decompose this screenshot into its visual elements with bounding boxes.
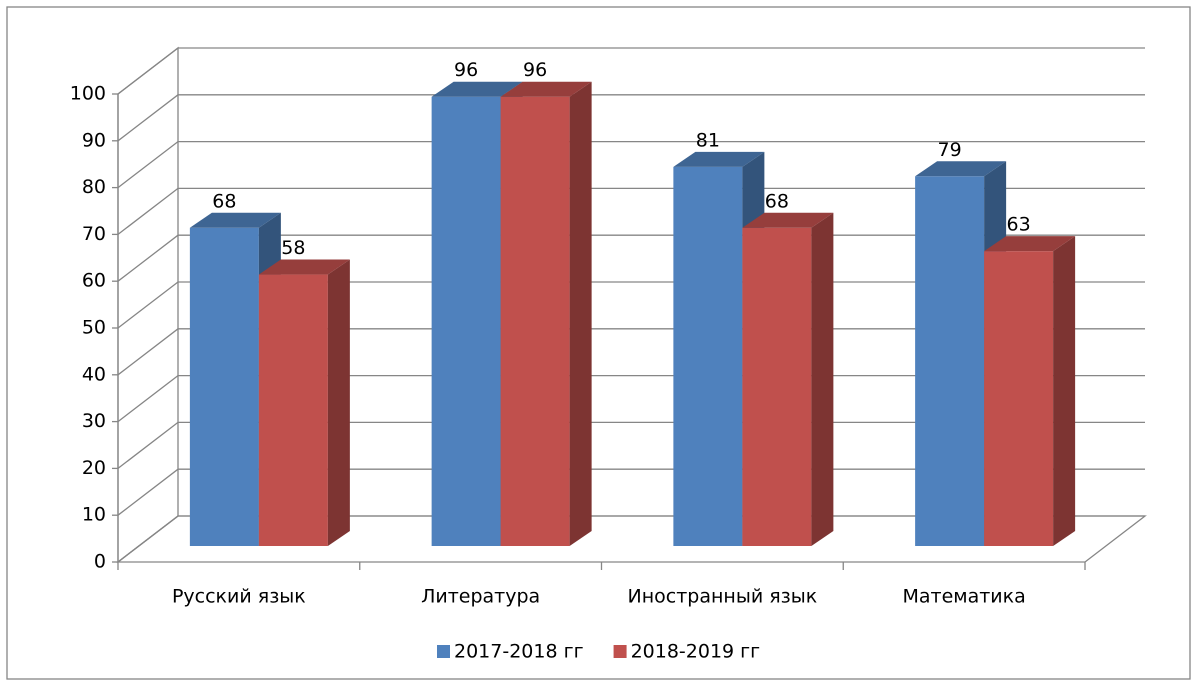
bar-front	[673, 166, 743, 547]
y-tick-label: 50	[82, 317, 106, 339]
y-tick-label: 30	[82, 410, 106, 432]
bar-front	[189, 227, 259, 546]
bar-side	[569, 81, 592, 546]
data-label: 63	[1007, 214, 1031, 236]
grid-line	[117, 187, 1145, 235]
legend-swatch	[437, 645, 450, 658]
grid-line	[117, 140, 1145, 189]
data-label: 79	[938, 139, 962, 161]
bar-front	[915, 176, 985, 546]
legend-swatch	[613, 645, 627, 658]
data-label: 68	[765, 190, 789, 212]
bar-top	[431, 81, 523, 97]
data-label: 81	[696, 129, 720, 151]
bar-top	[258, 259, 350, 275]
bar-top	[742, 212, 834, 228]
bar-front	[984, 251, 1054, 546]
bar-top	[915, 161, 1007, 177]
y-tick-label: 60	[82, 270, 106, 292]
bar-front	[258, 274, 328, 546]
y-tick-label: 70	[82, 223, 106, 245]
y-tick-label: 100	[70, 83, 106, 105]
x-tick-label: Математика	[902, 586, 1025, 608]
data-label: 58	[281, 237, 305, 259]
y-tick-label: 0	[94, 551, 106, 573]
bar-top	[984, 236, 1076, 252]
bar-side	[1053, 236, 1076, 546]
bar-front	[431, 96, 501, 546]
data-label: 96	[454, 59, 478, 81]
y-tick-label: 80	[82, 176, 106, 198]
bar-top	[673, 151, 765, 167]
y-tick-label: 20	[82, 457, 106, 479]
y-tick-label: 40	[82, 363, 106, 385]
x-tick-label: Русский язык	[172, 586, 306, 608]
legend-label: 2018-2019 гг	[631, 641, 761, 663]
y-tick-label: 90	[82, 129, 106, 151]
bar-front	[500, 96, 570, 546]
legend-label: 2017-2018 гг	[454, 641, 584, 663]
bar-side	[327, 259, 350, 546]
data-label: 96	[523, 59, 547, 81]
x-tick-label: Иностранный язык	[628, 586, 818, 608]
x-tick-label: Литература	[421, 586, 540, 608]
data-label: 68	[212, 190, 236, 212]
y-tick-label: 10	[82, 504, 106, 526]
bar-top	[189, 212, 281, 228]
grid-line	[117, 47, 1145, 95]
bar-front	[742, 227, 812, 546]
grid-line	[117, 94, 1145, 142]
bar-side	[811, 212, 834, 546]
bar-top	[500, 81, 592, 97]
